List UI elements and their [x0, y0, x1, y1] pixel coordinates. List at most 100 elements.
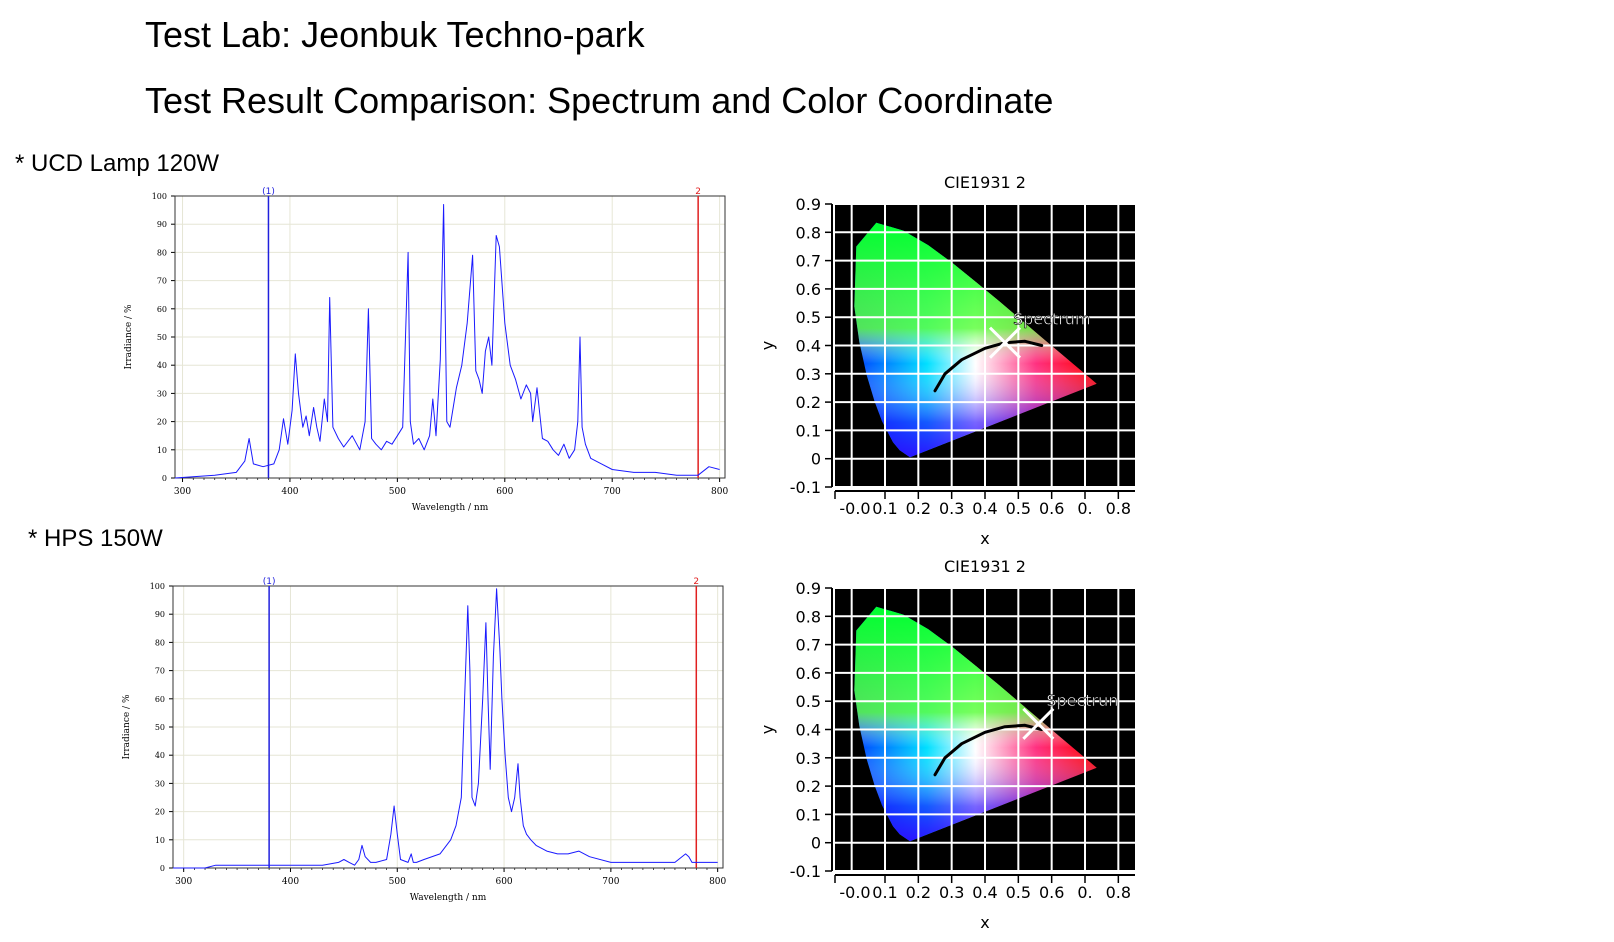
cie-y-tick-label: 0.2: [796, 393, 821, 412]
y-axis-title: Irradiance / %: [124, 304, 134, 369]
x-tick-label: 500: [389, 877, 406, 887]
spectrum-series-line: [173, 588, 718, 869]
cie-x-axis-title: x: [980, 529, 989, 548]
x-tick-label: 800: [711, 487, 728, 497]
cie-y-tick-label: 0.9: [796, 579, 821, 598]
plot-frame: [172, 585, 724, 869]
cie-y-tick-label: -0.1: [790, 478, 821, 497]
x-axis-title: Wavelength / nm: [412, 503, 489, 513]
cie-y-tick-label: 0.3: [796, 365, 821, 384]
cie-x-tick-label: 0.5: [1006, 499, 1031, 518]
cie-chart-hps: CIE1931 2 0.9 0.8 0.7 0.6 0.5 0.4 0.3 0.2 0.1 0 -0.…: [758, 557, 1135, 932]
chromaticity-point-cross: [988, 326, 1022, 359]
cie-horseshoe-shade: [854, 222, 1097, 458]
cie-x-tick-label: 0.1: [872, 499, 897, 518]
cie-chart-title: CIE1931 2: [944, 557, 1026, 576]
x-tick-label: 400: [281, 487, 298, 497]
x-tick-label: 500: [389, 487, 406, 497]
wavelength-marker-label: (1): [262, 187, 275, 197]
y-tick-label: 10: [157, 446, 167, 455]
cie-chart-title: CIE1931 2: [944, 173, 1026, 192]
cie-y-tick-label: 0.1: [796, 805, 821, 824]
y-tick-label: 0: [160, 864, 165, 873]
cie-y-tick-label: 0: [811, 834, 821, 853]
cie-y-tick-label: 0.9: [796, 195, 821, 214]
y-tick-label: 40: [157, 361, 167, 370]
cie-y-tick-label: 0.1: [796, 421, 821, 440]
page-title: Test Lab: Jeonbuk Techno-park: [145, 14, 645, 55]
planckian-locus-curve: [933, 339, 1044, 393]
cie-x-tick-label: 0.1: [872, 883, 897, 902]
section-label-hps: * HPS 150W: [28, 525, 163, 552]
chromaticity-point-label: Spectrum: [1013, 310, 1091, 329]
cie-y-tick-label: 0.5: [796, 308, 821, 327]
x-tick-label: 400: [282, 877, 299, 887]
cie-horseshoe-shade: [854, 606, 1097, 842]
cie-y-axis-title: y: [758, 341, 777, 350]
spectrum-series-line: [174, 204, 720, 479]
cie-y-tick-label: 0.4: [796, 721, 821, 740]
spectrum-chart-ucd-lamp: 0 10 20 30 40 50 60 70 80 90 100 300 400 500 600 700 800…: [124, 187, 728, 513]
chromaticity-point-label: Spectrun: [1046, 691, 1118, 710]
cie-x-tick-label: 0.6: [1039, 883, 1064, 902]
wavelength-marker-label: (1): [263, 577, 276, 587]
cie-x-tick-label: 0.4: [972, 883, 997, 902]
cie-y-tick-label: 0.4: [796, 337, 821, 356]
section-label-ucd-lamp: * UCD Lamp 120W: [15, 150, 220, 177]
cie-y-tick-label: 0.2: [796, 777, 821, 796]
cie-x-tick-label: 0.8: [1106, 883, 1131, 902]
y-tick-label: 100: [152, 192, 167, 201]
wavelength-marker-label: 2: [693, 577, 699, 587]
cie-x-tick-label: 0.: [1077, 499, 1092, 518]
x-tick-label: 600: [495, 877, 512, 887]
x-tick-label: 700: [604, 487, 621, 497]
y-tick-label: 70: [157, 277, 167, 286]
y-tick-label: 20: [155, 808, 165, 817]
x-tick-label: 800: [709, 877, 726, 887]
cie-x-axis-title: x: [980, 913, 989, 932]
wavelength-marker-label: 2: [695, 187, 701, 197]
y-tick-label: 70: [155, 667, 165, 676]
cie-x-tick-label: 0.6: [1039, 499, 1064, 518]
cie-x-tick-label: 0.3: [939, 499, 964, 518]
page-subtitle: Test Result Comparison: Spectrum and Col…: [145, 80, 1054, 121]
cie-y-tick-label: 0.7: [796, 252, 821, 271]
y-tick-label: 100: [150, 582, 165, 591]
cie-x-tick-label: 0.: [1077, 883, 1092, 902]
y-tick-label: 20: [157, 418, 167, 427]
x-tick-label: 300: [175, 877, 192, 887]
cie-y-tick-label: 0.5: [796, 692, 821, 711]
planckian-locus-curve: [933, 723, 1044, 777]
cie-y-tick-label: 0.6: [796, 664, 821, 683]
cie-x-tick-label: 0.4: [972, 499, 997, 518]
cie-y-axis-title: y: [758, 725, 777, 734]
y-tick-label: 60: [155, 695, 165, 704]
cie-y-tick-label: 0.7: [796, 636, 821, 655]
y-tick-label: 0: [162, 474, 167, 483]
y-tick-label: 80: [157, 248, 167, 257]
cie-y-tick-label: 0.3: [796, 749, 821, 768]
y-tick-label: 60: [157, 305, 167, 314]
cie-y-tick-label: 0: [811, 450, 821, 469]
cie-chart-ucd-lamp: CIE1931 2 0.9 0.8 0.7 0.6 0.5 0.4 0.3 0.2 0.1 0 -0.…: [758, 173, 1135, 548]
y-tick-label: 90: [157, 220, 167, 229]
y-axis-title: Irradiance / %: [122, 694, 132, 759]
cie-y-tick-label: 0.6: [796, 280, 821, 299]
y-tick-label: 90: [155, 610, 165, 619]
x-tick-label: 300: [174, 487, 191, 497]
y-tick-label: 40: [155, 751, 165, 760]
y-tick-label: 80: [155, 638, 165, 647]
cie-x-tick-label: 0.8: [1106, 499, 1131, 518]
y-tick-label: 30: [157, 389, 167, 398]
cie-x-tick-label: 0.2: [906, 499, 931, 518]
cie-y-tick-label: -0.1: [790, 862, 821, 881]
y-tick-label: 50: [157, 333, 167, 342]
chromaticity-point-cross: [1022, 707, 1055, 740]
x-tick-label: 700: [602, 877, 619, 887]
cie-x-tick-label: -0.0: [839, 499, 870, 518]
cie-y-tick-label: 0.8: [796, 223, 821, 242]
x-tick-label: 600: [496, 487, 513, 497]
y-tick-label: 30: [155, 779, 165, 788]
y-tick-label: 10: [155, 836, 165, 845]
cie-x-tick-label: 0.2: [906, 883, 931, 902]
